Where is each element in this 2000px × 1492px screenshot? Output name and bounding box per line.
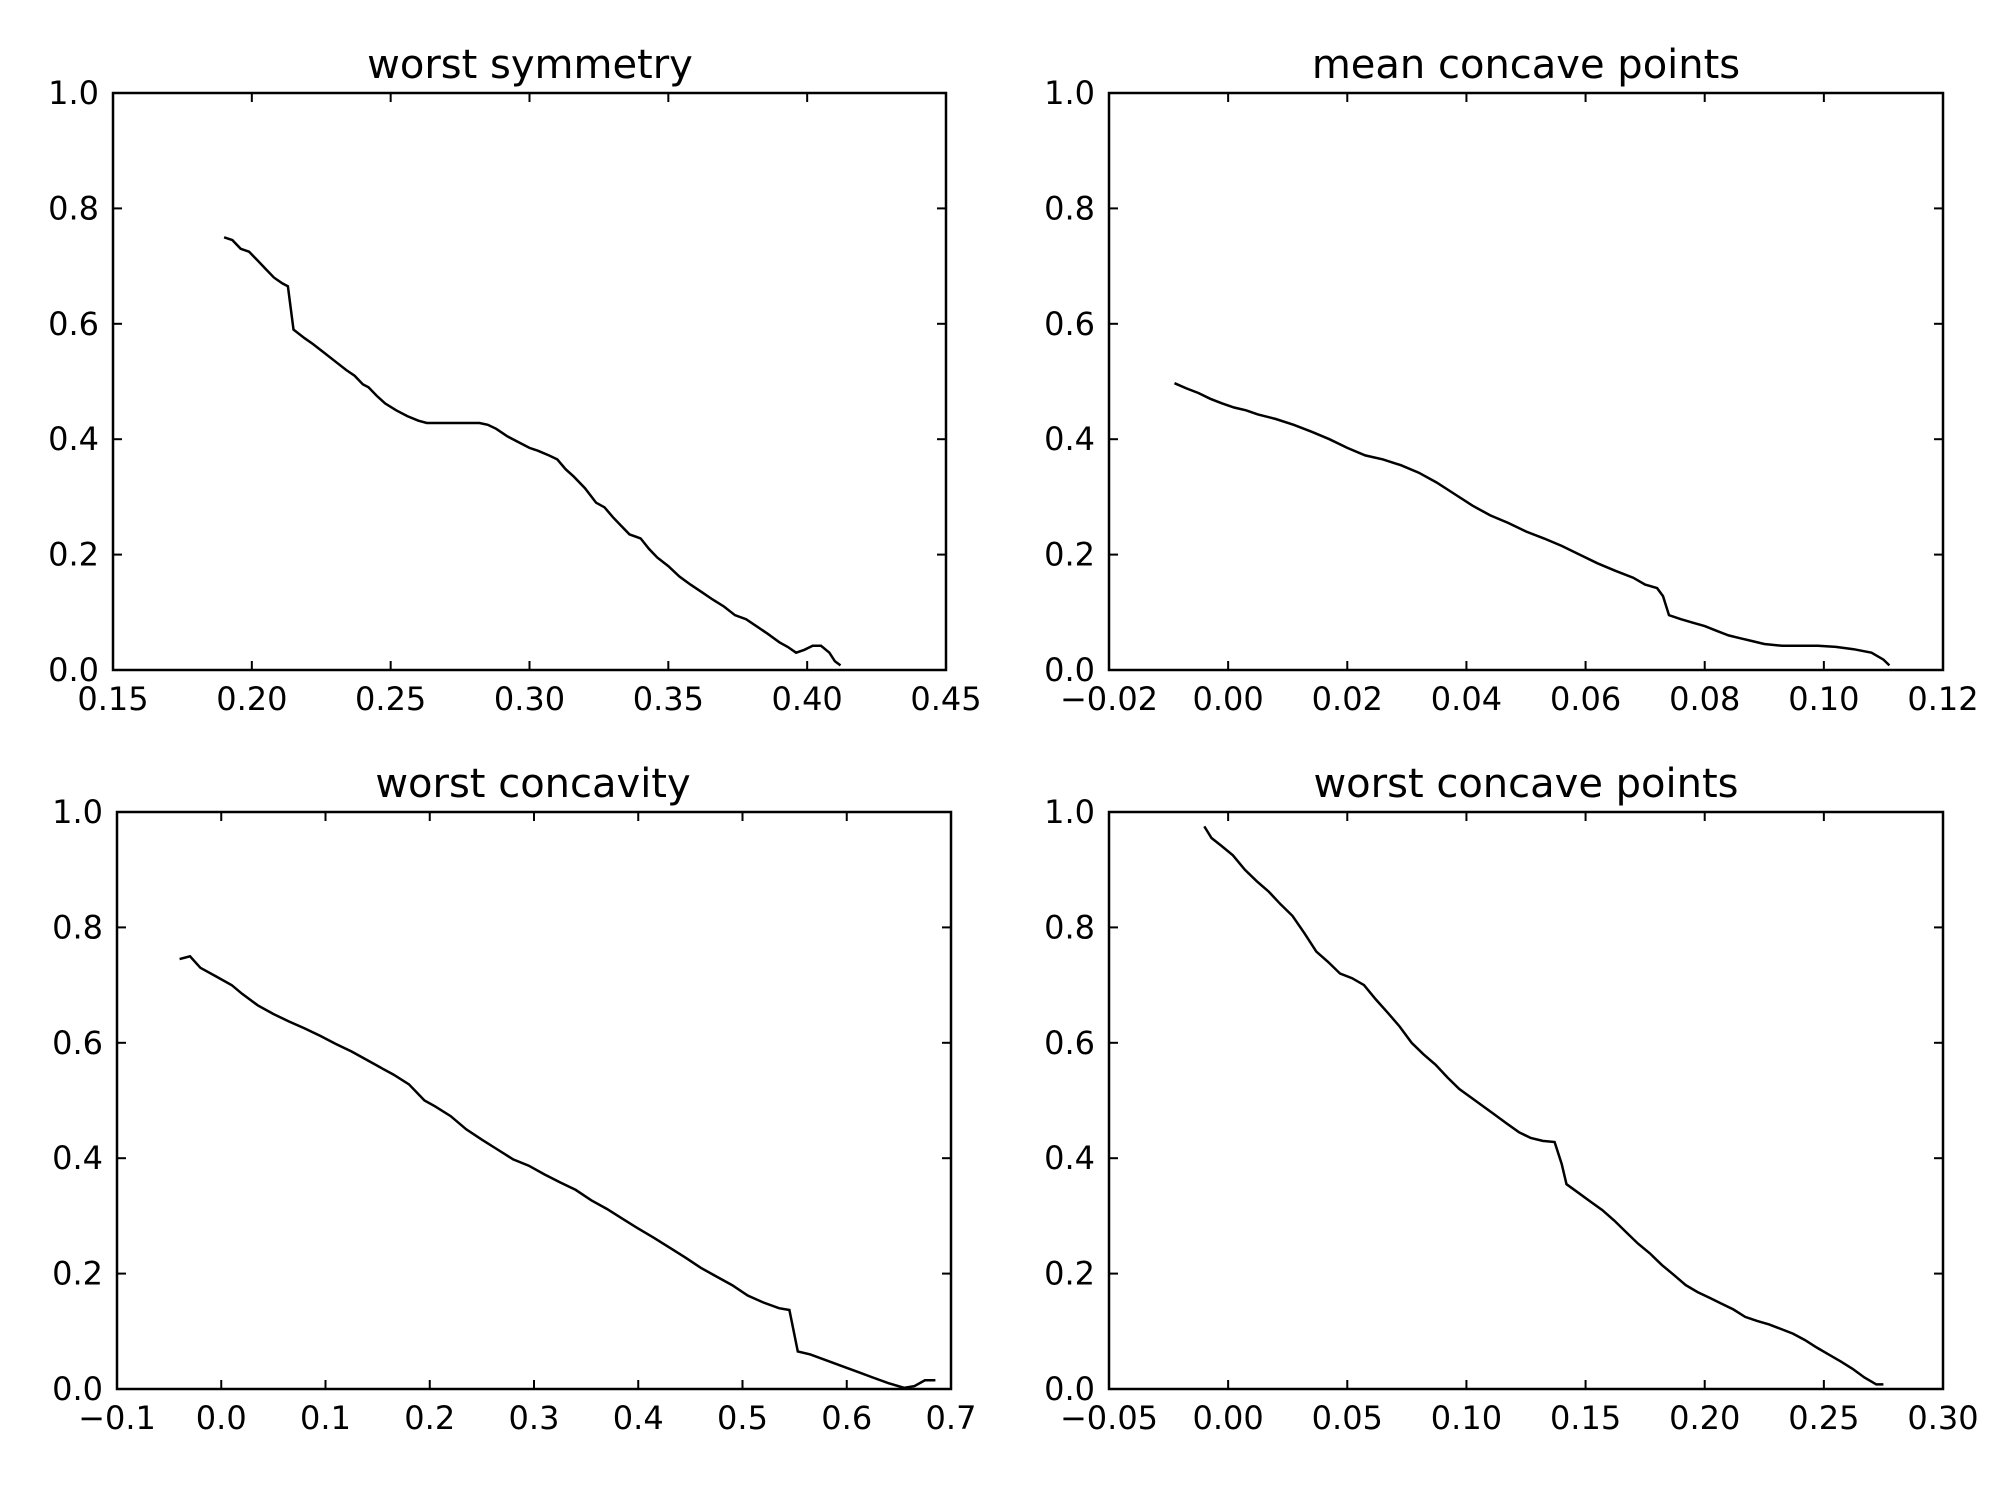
x-tick-label: 0.00 <box>1193 1399 1264 1437</box>
x-tick-label: 0.08 <box>1669 680 1740 718</box>
x-tick-label: 0.10 <box>1431 1399 1502 1437</box>
subplot-title: mean concave points <box>1312 42 1740 88</box>
y-tick-label: 1.0 <box>1044 793 1095 831</box>
y-tick-label: 0.0 <box>1044 651 1095 689</box>
y-tick-label: 0.8 <box>1044 189 1095 227</box>
y-tick-label: 0.0 <box>1044 1370 1095 1408</box>
x-tick-label: 0.7 <box>926 1399 977 1437</box>
series-line <box>223 236 842 667</box>
x-tick-label: 0.40 <box>772 680 843 718</box>
axis-ticks: −0.1 0.0 0.1 0.2 0.3 0.4 0.5 0.6 0.70.00.20.40.6… <box>52 793 976 1437</box>
x-tick-label: 0.10 <box>1788 680 1859 718</box>
y-tick-label: 0.6 <box>1044 305 1095 343</box>
x-tick-label: 0.15 <box>1550 1399 1621 1437</box>
y-tick-label: 1.0 <box>48 74 99 112</box>
y-tick-label: 0.2 <box>52 1255 103 1293</box>
subplot-title: worst concavity <box>375 761 690 807</box>
subplot-worst-concavity: worst concavity −0.1 0.0 0.1 0.2 0.3 0.4 0.5 0.… <box>52 761 976 1437</box>
x-tick-label: 0.06 <box>1550 680 1621 718</box>
x-tick-label: 0.25 <box>355 680 426 718</box>
x-tick-label: 0.1 <box>300 1399 351 1437</box>
y-tick-label: 1.0 <box>52 793 103 831</box>
x-tick-label: 0.05 <box>1312 1399 1383 1437</box>
y-tick-label: 0.2 <box>48 536 99 574</box>
x-tick-label: 0.20 <box>216 680 287 718</box>
x-tick-label: 0.02 <box>1312 680 1383 718</box>
y-tick-label: 1.0 <box>1044 74 1095 112</box>
series-line <box>1173 382 1891 667</box>
y-tick-label: 0.8 <box>48 189 99 227</box>
subplot-title: worst symmetry <box>367 42 693 88</box>
plot-frame <box>1107 91 1945 672</box>
y-tick-label: 0.8 <box>1044 908 1095 946</box>
x-tick-label: 0.5 <box>717 1399 768 1437</box>
x-tick-label: −0.05 <box>1060 1399 1158 1437</box>
x-tick-label: 0.35 <box>633 680 704 718</box>
subplot-worst-concave-points: worst concave points −0.05 0.00 0.05 0.10 0.… <box>1044 761 1979 1437</box>
x-tick-label: 0.30 <box>1907 1399 1978 1437</box>
y-tick-label: 0.6 <box>1044 1024 1095 1062</box>
x-tick-label: 0.45 <box>910 680 981 718</box>
x-tick-label: 0.2 <box>404 1399 455 1437</box>
y-tick-label: 0.2 <box>1044 536 1095 574</box>
y-tick-label: 0.8 <box>52 908 103 946</box>
subplot-title: worst concave points <box>1313 761 1738 807</box>
x-tick-label: 0.20 <box>1669 1399 1740 1437</box>
y-tick-label: 0.6 <box>48 305 99 343</box>
x-tick-label: 0.6 <box>821 1399 872 1437</box>
y-tick-label: 0.2 <box>1044 1255 1095 1293</box>
plot-frame <box>1107 810 1945 1391</box>
x-tick-label: 0.3 <box>509 1399 560 1437</box>
axis-ticks: −0.02 0.00 0.02 0.04 0.06 0.08 0.10 0.12 0.0 0.2 0… <box>1044 74 1979 718</box>
y-tick-label: 0.4 <box>1044 420 1095 458</box>
y-tick-label: 0.4 <box>48 420 99 458</box>
x-tick-label: 0.12 <box>1907 680 1978 718</box>
x-tick-label: 0.4 <box>613 1399 664 1437</box>
x-tick-label: −0.02 <box>1060 680 1158 718</box>
y-tick-label: 0.0 <box>52 1370 103 1408</box>
subplot-worst-symmetry: worst symmetry 0.15 0.20 0.25 0.30 0.35 0.40 0… <box>48 42 982 718</box>
y-tick-label: 0.4 <box>52 1139 103 1177</box>
x-tick-label: −0.1 <box>78 1399 156 1437</box>
series-line <box>1203 825 1884 1386</box>
y-tick-label: 0.6 <box>52 1024 103 1062</box>
subplot-mean-concave-points: mean concave points −0.02 0.00 0.02 0.04 0.0… <box>1044 42 1979 718</box>
x-tick-label: 0.0 <box>196 1399 247 1437</box>
x-tick-label: 0.04 <box>1431 680 1502 718</box>
x-tick-label: 0.00 <box>1193 680 1264 718</box>
axis-ticks: −0.05 0.00 0.05 0.10 0.15 0.20 0.25 0.30 0.0 0.2 0… <box>1044 793 1979 1437</box>
series-line <box>179 954 936 1390</box>
y-tick-label: 0.0 <box>48 651 99 689</box>
y-tick-label: 0.4 <box>1044 1139 1095 1177</box>
x-tick-label: 0.30 <box>494 680 565 718</box>
axis-ticks: 0.15 0.20 0.25 0.30 0.35 0.40 0.45 0.0 0.2 0.4 0.6… <box>48 74 982 718</box>
x-tick-label: 0.25 <box>1788 1399 1859 1437</box>
x-tick-label: 0.15 <box>77 680 148 718</box>
